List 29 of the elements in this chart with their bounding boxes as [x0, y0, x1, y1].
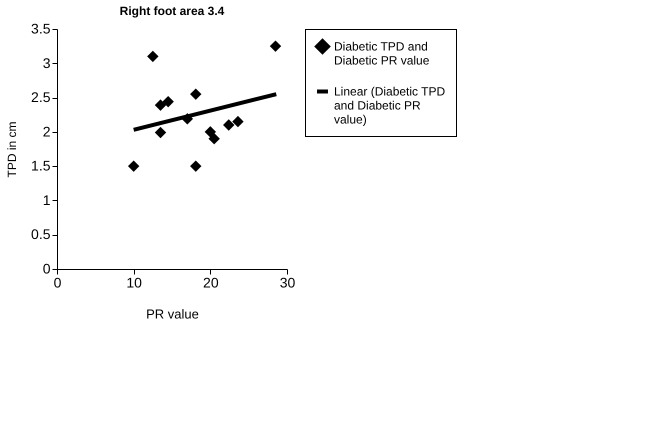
point [208, 133, 220, 144]
y-tick-label: 0 [42, 260, 51, 276]
point [128, 160, 140, 172]
point [154, 126, 166, 138]
y-tick-label: 2 [42, 123, 51, 140]
point [223, 119, 234, 131]
point [154, 99, 166, 111]
legend-label: Diabetic TPD and Diabetic PR value [334, 40, 430, 68]
y-axis-title: TPD in cm [5, 121, 20, 178]
point [232, 116, 244, 128]
point [147, 50, 159, 62]
point [204, 126, 216, 138]
chart-title: Right foot area 3.4 [120, 4, 225, 18]
y-tick-label: 0.5 [31, 226, 51, 242]
x-axis-title: PR value [146, 306, 199, 322]
point [270, 40, 282, 52]
x-tick-label: 20 [203, 274, 219, 290]
point [190, 160, 202, 172]
point [190, 88, 202, 100]
x-tick-label: 10 [126, 274, 142, 290]
x-tick-label: 0 [54, 274, 62, 290]
point [162, 96, 174, 108]
legend-label: Linear (Diabetic TPD and Diabetic PR value) [334, 84, 446, 126]
x-tick-label: 30 [280, 274, 296, 290]
y-tick-label: 2.5 [31, 89, 51, 106]
y-tick-label: 1.5 [31, 158, 51, 174]
y-tick-label: 3 [42, 54, 51, 71]
y-tick-label: 1 [42, 192, 51, 208]
y-tick-label: 3.5 [31, 20, 51, 36]
